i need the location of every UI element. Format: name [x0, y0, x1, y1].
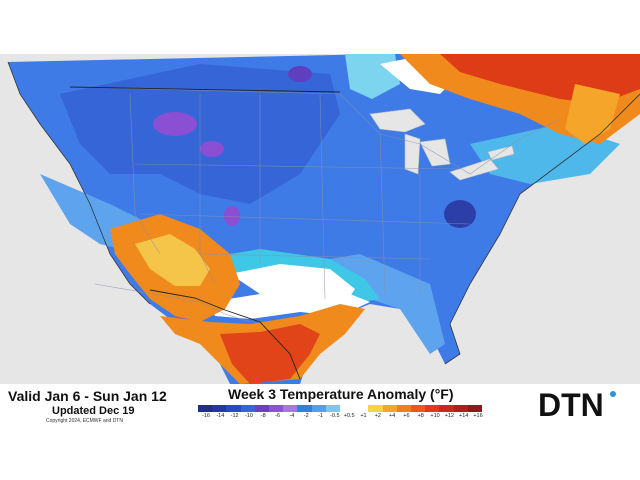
legend-tick: -14: [216, 413, 225, 419]
legend-swatch: [283, 405, 298, 412]
legend-swatch: [368, 405, 383, 412]
legend-swatch: [269, 405, 284, 412]
legend-tick: -16: [202, 413, 210, 419]
hot-region: [220, 324, 320, 384]
legend-swatch: [354, 405, 369, 412]
legend-swatch: [226, 405, 241, 412]
country-border: [69, 86, 341, 380]
warm-northeast-region: [565, 84, 620, 144]
legend-tick: +10: [430, 413, 440, 419]
temperature-anomaly-map: [0, 54, 640, 384]
yellow-fringe: [135, 234, 210, 286]
updated-date: Updated Dec 19: [52, 405, 135, 417]
dtn-logo: DTN: [538, 387, 616, 420]
map-title: Week 3 Temperature Anomaly (°F): [228, 386, 454, 402]
legend-tick: -6: [275, 413, 281, 419]
purple-pocket: [224, 206, 240, 226]
dtn-logo-text: DTN: [538, 387, 604, 420]
legend-swatch: [382, 405, 397, 412]
legend-tick: +4: [388, 413, 396, 419]
coastline: [7, 61, 640, 365]
legend-tick: +8: [417, 413, 424, 419]
valid-dates: Valid Jan 6 - Sun Jan 12: [8, 388, 167, 404]
legend-swatch: [396, 405, 412, 412]
legend-swatch: [467, 405, 483, 412]
dtn-logo-dot: [610, 391, 616, 397]
purple-pocket: [288, 66, 312, 82]
legend-tick: -2: [303, 413, 309, 419]
legend-tick: +6: [403, 413, 410, 419]
purple-pocket: [444, 200, 476, 228]
legend-swatch: [439, 405, 454, 412]
legend-swatch: [212, 405, 227, 412]
legend-tick: -12: [230, 413, 239, 419]
legend-tick-labels: -16 -14 -12 -10 -8 -6 -4 -2 -1 -0.5 +0.5 +1 +2 +4 +6 +8…: [196, 413, 488, 421]
legend-color-bar: [198, 405, 483, 412]
legend-swatch: [411, 405, 426, 412]
legend-tick: +12: [444, 413, 455, 419]
legend-tick: +14: [459, 413, 469, 419]
legend-swatch: [240, 405, 255, 412]
legend-tick: -1: [318, 413, 323, 419]
legend-swatch: [453, 405, 468, 412]
legend-swatch: [311, 405, 326, 412]
copyright: Copyright 2024, ECMWF and DTN: [46, 418, 123, 424]
purple-pocket: [200, 141, 224, 157]
legend-tick: -8: [260, 413, 266, 419]
legend-tick: -10: [244, 413, 253, 419]
legend-swatch: [325, 405, 341, 412]
legend-tick: +1: [360, 413, 367, 419]
legend-swatch: [425, 405, 440, 412]
legend-swatch: [198, 405, 213, 412]
legend-tick: +0.5: [343, 413, 355, 419]
legend-swatch: [340, 405, 355, 412]
legend-tick: -0.5: [330, 413, 340, 419]
legend-tick: -4: [289, 413, 295, 419]
legend-swatch: [254, 405, 270, 412]
legend-tick: +16: [473, 413, 483, 419]
purple-pocket: [153, 112, 197, 136]
near-normal-region: [230, 264, 355, 306]
legend-tick: +2: [374, 413, 381, 419]
great-lakes: [369, 108, 515, 181]
legend-swatch: [297, 405, 312, 412]
